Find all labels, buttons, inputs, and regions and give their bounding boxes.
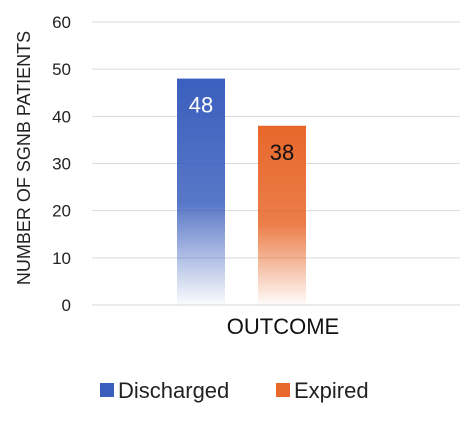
x-axis-title: OUTCOME (227, 314, 339, 339)
y-tick-label: 40 (52, 107, 71, 126)
y-tick-label: 50 (52, 60, 71, 79)
y-tick-label: 60 (52, 13, 71, 32)
y-tick-label: 10 (52, 249, 71, 268)
legend-swatch-expired (276, 383, 290, 397)
legend-label-discharged: Discharged (118, 378, 229, 403)
data-label-discharged: 48 (189, 93, 213, 118)
bar-expired (258, 125, 306, 306)
data-labels: 48 38 (189, 93, 294, 165)
y-tick-label: 0 (62, 296, 71, 315)
legend-swatch-discharged (100, 383, 114, 397)
y-tick-label: 30 (52, 155, 71, 174)
legend: Discharged Expired (100, 378, 369, 403)
legend-label-expired: Expired (294, 378, 369, 403)
y-axis-ticks: 0 10 20 30 40 50 60 (52, 13, 71, 315)
data-label-expired: 38 (270, 140, 294, 165)
bars (177, 78, 306, 306)
y-axis-title: NUMBER OF SGNB PATIENTS (14, 31, 34, 285)
y-tick-label: 20 (52, 202, 71, 221)
bar-discharged (177, 78, 225, 305)
